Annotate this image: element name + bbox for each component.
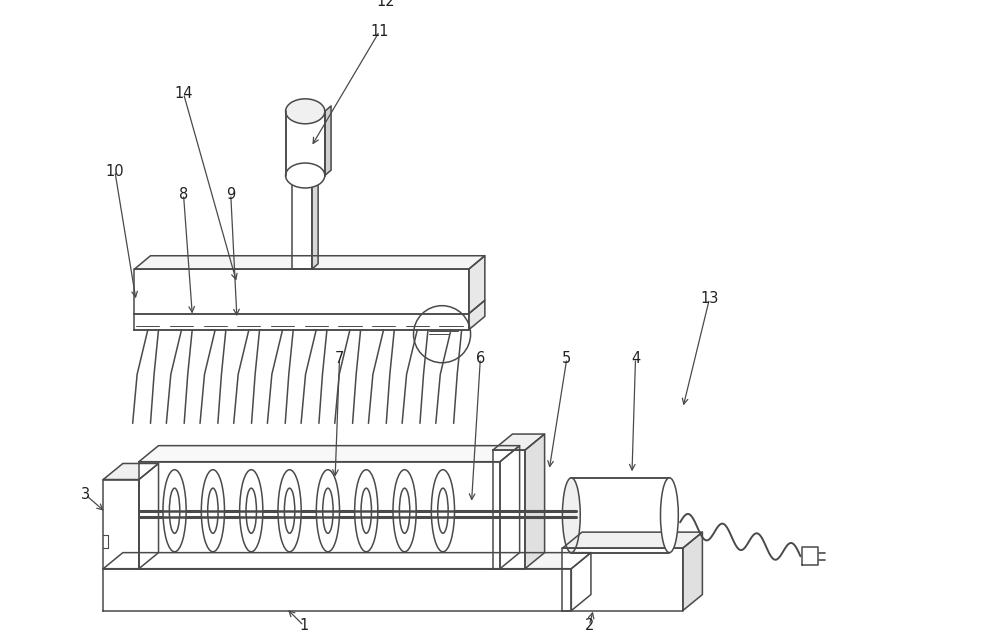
Ellipse shape (284, 488, 295, 533)
Ellipse shape (169, 488, 180, 533)
Ellipse shape (431, 469, 455, 552)
Polygon shape (325, 106, 331, 176)
Polygon shape (469, 300, 485, 330)
Text: 6: 6 (476, 351, 485, 366)
Polygon shape (469, 255, 485, 313)
Polygon shape (525, 434, 545, 569)
Text: 11: 11 (370, 24, 389, 39)
Text: 4: 4 (631, 351, 640, 366)
Ellipse shape (163, 469, 186, 552)
Ellipse shape (323, 488, 333, 533)
Ellipse shape (240, 469, 263, 552)
Text: 8: 8 (179, 187, 188, 202)
Text: 9: 9 (226, 187, 235, 202)
Polygon shape (562, 548, 683, 611)
Polygon shape (493, 450, 525, 569)
Polygon shape (500, 446, 520, 569)
Text: 2: 2 (584, 619, 594, 633)
Polygon shape (292, 176, 312, 269)
Polygon shape (562, 532, 702, 548)
Ellipse shape (278, 469, 301, 552)
Ellipse shape (286, 163, 325, 188)
Polygon shape (571, 553, 591, 611)
Ellipse shape (393, 469, 416, 552)
Text: 14: 14 (174, 86, 193, 101)
Text: 12: 12 (377, 0, 395, 9)
Polygon shape (134, 313, 469, 330)
Text: 1: 1 (299, 619, 308, 633)
Polygon shape (134, 269, 469, 313)
Ellipse shape (201, 469, 225, 552)
Ellipse shape (246, 488, 256, 533)
Polygon shape (134, 255, 485, 269)
Polygon shape (802, 547, 818, 565)
Polygon shape (139, 462, 500, 569)
Polygon shape (139, 446, 520, 462)
Ellipse shape (660, 478, 678, 553)
Polygon shape (286, 111, 325, 176)
Ellipse shape (208, 488, 218, 533)
Polygon shape (312, 170, 318, 269)
Polygon shape (571, 478, 669, 553)
Polygon shape (103, 464, 159, 480)
Text: 10: 10 (106, 164, 124, 178)
Polygon shape (683, 532, 702, 611)
Ellipse shape (355, 469, 378, 552)
Ellipse shape (438, 488, 448, 533)
Text: 5: 5 (562, 351, 571, 366)
Text: 13: 13 (700, 291, 719, 306)
Ellipse shape (399, 488, 410, 533)
Polygon shape (103, 480, 139, 569)
Ellipse shape (286, 99, 325, 124)
Ellipse shape (361, 488, 371, 533)
Polygon shape (103, 553, 591, 569)
Polygon shape (493, 434, 545, 450)
Ellipse shape (562, 478, 580, 553)
Polygon shape (139, 464, 159, 569)
Text: 7: 7 (335, 351, 344, 366)
Ellipse shape (316, 469, 340, 552)
Polygon shape (103, 569, 571, 611)
Text: 3: 3 (81, 487, 90, 502)
